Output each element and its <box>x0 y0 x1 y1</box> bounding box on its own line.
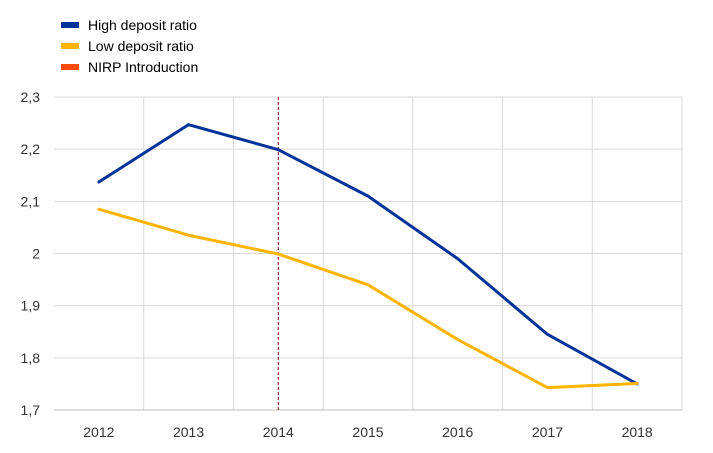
x-tick-label: 2018 <box>622 424 653 440</box>
y-tick-label: 2,2 <box>21 141 41 157</box>
y-tick-label: 1,9 <box>21 298 41 314</box>
legend: High deposit ratio Low deposit ratio NIR… <box>61 17 198 75</box>
series <box>97 123 639 390</box>
y-tick-label: 1,8 <box>21 350 41 366</box>
y-tick-label: 2,3 <box>21 89 41 105</box>
legend-swatch-low-deposit-ratio <box>61 43 79 49</box>
legend-label-nirp-introduction: NIRP Introduction <box>88 59 198 75</box>
x-tick-label: 2015 <box>352 424 383 440</box>
y-tick-label: 2,1 <box>21 193 41 209</box>
x-tick-label: 2017 <box>532 424 563 440</box>
legend-swatch-high-deposit-ratio <box>61 22 79 28</box>
legend-item-low-deposit-ratio: Low deposit ratio <box>61 38 194 54</box>
y-tick-label: 2 <box>32 246 40 262</box>
grid <box>54 96 683 410</box>
x-axis-tick-labels: 2012 2013 2014 2015 2016 2017 2018 <box>83 424 653 440</box>
x-tick-label: 2013 <box>173 424 204 440</box>
y-axis-tick-labels: 1,7 1,8 1,9 2 2,1 2,2 2,3 <box>21 89 41 418</box>
series-line-low-deposit-ratio <box>97 207 639 390</box>
legend-label-high-deposit-ratio: High deposit ratio <box>88 17 197 33</box>
y-tick-label: 1,7 <box>21 402 41 418</box>
x-tick-label: 2014 <box>263 424 294 440</box>
x-tick-label: 2016 <box>442 424 473 440</box>
series-line-high-deposit-ratio <box>97 123 639 386</box>
legend-label-low-deposit-ratio: Low deposit ratio <box>88 38 194 54</box>
legend-item-high-deposit-ratio: High deposit ratio <box>61 17 197 33</box>
legend-swatch-nirp-introduction <box>61 64 79 70</box>
x-tick-label: 2012 <box>83 424 114 440</box>
legend-item-nirp-introduction: NIRP Introduction <box>61 59 198 75</box>
